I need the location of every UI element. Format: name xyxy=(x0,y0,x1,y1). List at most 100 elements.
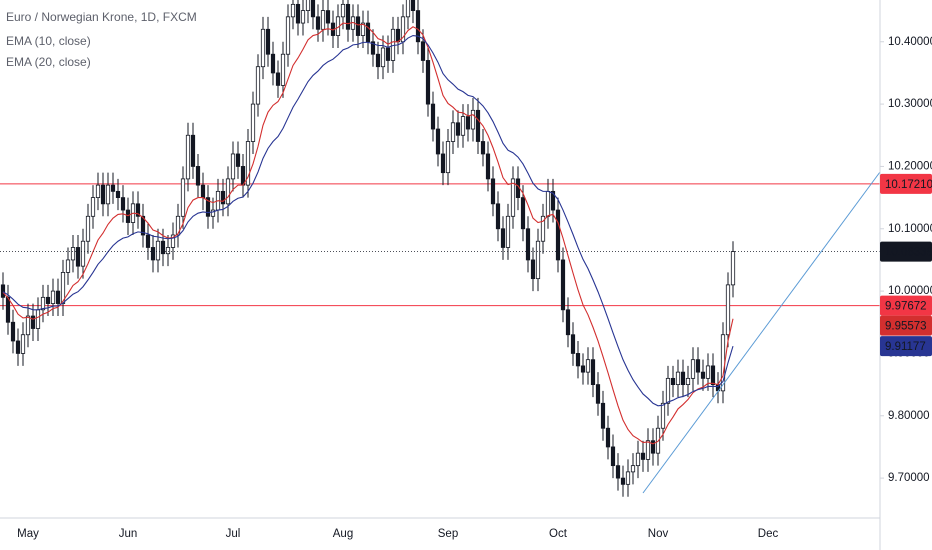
candle-body xyxy=(140,215,146,236)
legend-entry: EMA (10, close) xyxy=(6,34,91,48)
candle-body xyxy=(495,203,501,230)
candle-body xyxy=(570,334,576,354)
candle-body xyxy=(435,128,441,155)
candle-body xyxy=(640,452,646,460)
candle-body xyxy=(365,22,371,43)
candle-body xyxy=(460,116,466,136)
candle-body xyxy=(545,190,551,217)
candle-body xyxy=(180,178,186,217)
candle-body xyxy=(710,365,716,386)
candle-body xyxy=(660,402,666,429)
candle-body xyxy=(175,215,181,236)
candle-body xyxy=(470,109,476,130)
candle-body xyxy=(65,259,71,273)
candle-body xyxy=(220,190,226,205)
candle-body xyxy=(375,53,381,68)
x-tick-label: Jun xyxy=(119,528,138,540)
candle-body xyxy=(305,0,311,11)
price-badge-label: 9.91177 xyxy=(885,341,926,353)
candle-body xyxy=(275,72,281,86)
candle-body xyxy=(630,465,636,473)
candle-body xyxy=(285,16,291,55)
candle-body xyxy=(600,402,606,429)
candle-body xyxy=(725,284,731,336)
candle-body xyxy=(575,353,581,367)
candle-body xyxy=(485,153,491,180)
candle-body xyxy=(260,28,266,68)
price-badge xyxy=(880,173,932,194)
candle-body xyxy=(280,53,286,86)
plot-area xyxy=(0,0,880,497)
candle-body xyxy=(510,178,516,217)
candle-body xyxy=(685,377,691,386)
candle-body xyxy=(125,209,131,223)
candle-body xyxy=(605,427,611,448)
price-badge-label: 9.95573 xyxy=(885,321,927,333)
ema-line xyxy=(2,34,734,407)
x-tick-label: Dec xyxy=(758,528,779,540)
chart-title: Euro / Norwegian Krone, 1D, FXCM xyxy=(6,10,197,24)
candle-body xyxy=(70,247,76,261)
candle-body xyxy=(540,215,546,242)
candle-body xyxy=(80,240,86,267)
candle-body xyxy=(50,290,56,304)
candle-body xyxy=(320,10,326,30)
candle-body xyxy=(300,10,306,24)
candle-body xyxy=(680,371,686,386)
candle-body xyxy=(595,384,601,404)
candle-body xyxy=(410,0,416,11)
candle-body xyxy=(525,228,531,261)
candle-body xyxy=(165,247,171,255)
candle-body xyxy=(395,28,401,43)
candle-body xyxy=(5,296,11,323)
candle-body xyxy=(295,3,301,24)
candle-body xyxy=(230,153,236,180)
price-badge-label: 10.17210 xyxy=(885,179,932,191)
candle-body xyxy=(555,209,561,261)
candle-body xyxy=(290,3,296,18)
y-tick-label: 10.20000 xyxy=(888,160,932,172)
price-badge xyxy=(880,295,932,316)
candle-body xyxy=(490,178,496,205)
candle-body xyxy=(370,41,376,55)
candle-body xyxy=(615,465,621,479)
candle-body xyxy=(170,234,176,248)
candle-body xyxy=(90,197,96,217)
candle-body xyxy=(590,359,596,386)
candle-body xyxy=(145,234,151,248)
candle-body xyxy=(560,259,566,311)
candle-body xyxy=(345,3,351,30)
x-tick-label: Nov xyxy=(648,528,669,540)
trend-line xyxy=(642,171,881,494)
candle-body xyxy=(250,103,256,142)
candle-body xyxy=(420,41,426,61)
candle-body xyxy=(650,440,656,454)
candle-body xyxy=(110,184,116,192)
candle-body xyxy=(95,184,101,199)
candle-body xyxy=(535,240,541,280)
candle-body xyxy=(185,134,191,180)
candle-body xyxy=(500,228,506,248)
candle-body xyxy=(580,365,586,373)
candle-body xyxy=(675,371,681,386)
candle-body xyxy=(670,377,676,386)
price-badge-label: 10.06339 xyxy=(885,247,932,259)
candle-body xyxy=(455,122,461,136)
candle-body xyxy=(45,296,51,304)
candle-body xyxy=(550,190,556,211)
candle-body xyxy=(700,371,706,379)
candle-body xyxy=(645,440,651,460)
y-tick-label: 10.40000 xyxy=(888,36,932,48)
y-tick-label: 10.00000 xyxy=(888,285,932,297)
candle-body xyxy=(270,53,276,74)
x-tick-label: Aug xyxy=(333,528,353,540)
x-tick-label: Oct xyxy=(549,528,568,540)
candle-body xyxy=(105,184,111,205)
candle-body xyxy=(135,203,141,217)
candle-body xyxy=(520,197,526,230)
candle-body xyxy=(55,290,61,304)
candle-body xyxy=(100,184,106,205)
candle-body xyxy=(405,0,411,18)
candle-body xyxy=(465,116,471,130)
